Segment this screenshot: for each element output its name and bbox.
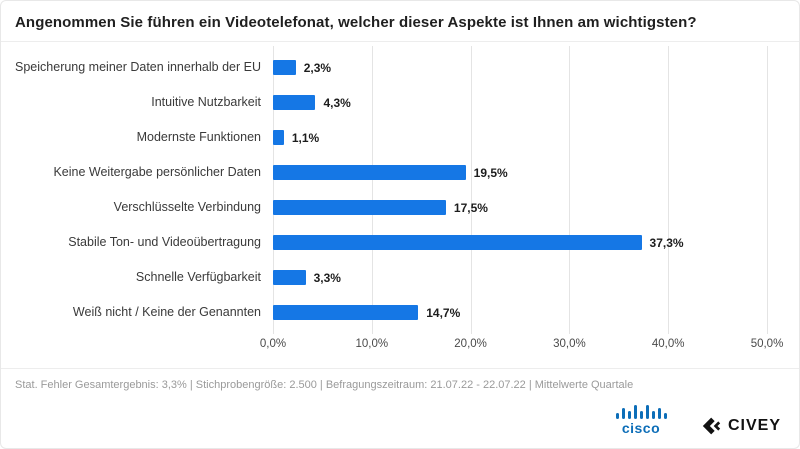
bar-track: 37,3%	[273, 225, 767, 260]
bar-row: Keine Weitergabe persönlicher Daten 19,5…	[1, 155, 799, 190]
cisco-bars-icon	[615, 405, 667, 419]
category-label: Intuitive Nutzbarkeit	[151, 94, 261, 109]
category-label: Speicherung meiner Daten innerhalb der E…	[15, 59, 261, 74]
x-tick-label: 0,0%	[259, 338, 287, 350]
bar-track: 17,5%	[273, 190, 767, 225]
cisco-wordmark: cisco	[621, 420, 661, 436]
x-tick-label: 20,0%	[454, 338, 487, 350]
x-tick-label: 50,0%	[750, 338, 784, 350]
bar-row: Intuitive Nutzbarkeit 4,3%	[1, 85, 799, 120]
category-label: Schnelle Verfügbarkeit	[135, 269, 261, 284]
logos: cisco CIVEY	[614, 405, 781, 436]
bar-row: Verschlüsselte Verbindung 17,5%	[1, 190, 799, 225]
bar-row: Schnelle Verfügbarkeit 3,3%	[1, 260, 799, 295]
category-label: Modernste Funktionen	[136, 129, 261, 144]
bar-rows: Speicherung meiner Daten innerhalb der E…	[1, 50, 799, 330]
gridline	[470, 46, 472, 334]
bar	[273, 165, 466, 180]
bar	[273, 270, 306, 285]
title-divider	[1, 41, 799, 42]
bar-row: Stabile Ton- und Videoübertragung 37,3%	[1, 225, 799, 260]
bar-value-label: 17,5%	[453, 200, 488, 215]
bar-row: Weiß nicht / Keine der Genannten 14,7%	[1, 295, 799, 330]
gridlines	[273, 46, 768, 334]
plot-area: Speicherung meiner Daten innerhalb der E…	[1, 46, 799, 334]
bar	[273, 305, 419, 320]
bar-track: 3,3%	[273, 260, 767, 295]
x-tick-label: 10,0%	[355, 338, 389, 350]
civey-wordmark: CIVEY	[727, 417, 781, 434]
bar-row: Modernste Funktionen 1,1%	[1, 120, 799, 155]
footnote: Stat. Fehler Gesamtergebnis: 3,3% | Stic…	[15, 379, 634, 391]
x-tick-label: 30,0%	[553, 338, 586, 350]
bar	[273, 60, 296, 75]
bar-value-label: 14,7%	[426, 305, 461, 320]
bar	[273, 235, 642, 250]
category-label: Verschlüsselte Verbindung	[113, 199, 261, 214]
civey-logo: CIVEY	[702, 416, 781, 436]
bar-value-label: 37,3%	[649, 235, 684, 250]
x-axis: 0,0% 10,0% 20,0% 30,0% 40,0% 50,0%	[260, 336, 783, 358]
gridline	[767, 46, 768, 334]
footer-divider	[1, 368, 799, 369]
bar-value-label: 3,3%	[313, 270, 341, 285]
bar-row: Speicherung meiner Daten innerhalb der E…	[1, 50, 799, 85]
category-label: Keine Weitergabe persönlicher Daten	[53, 164, 261, 179]
bar	[273, 95, 316, 110]
bar-value-label: 4,3%	[323, 95, 351, 110]
chart-title: Angenommen Sie führen ein Videotelefonat…	[15, 14, 697, 31]
x-tick-label: 40,0%	[651, 338, 685, 350]
civey-chevron-icon	[702, 417, 721, 435]
bar-value-label: 19,5%	[473, 165, 508, 180]
bar-value-label: 1,1%	[291, 130, 320, 145]
bar-track: 19,5%	[273, 155, 767, 190]
gridline	[569, 46, 571, 334]
category-label: Stabile Ton- und Videoübertragung	[68, 234, 261, 249]
gridline	[371, 46, 373, 334]
bar	[273, 200, 446, 215]
cisco-logo: cisco	[614, 405, 668, 436]
bar	[273, 130, 284, 145]
gridline	[273, 46, 274, 334]
bar-track: 14,7%	[273, 295, 767, 330]
bar-chart: Speicherung meiner Daten innerhalb der E…	[1, 46, 799, 358]
gridline	[668, 46, 670, 334]
bar-track: 1,1%	[273, 120, 767, 155]
bar-track: 4,3%	[273, 85, 767, 120]
bar-value-label: 2,3%	[303, 60, 332, 75]
category-label: Weiß nicht / Keine der Genannten	[72, 304, 261, 319]
bar-track: 2,3%	[273, 50, 767, 85]
